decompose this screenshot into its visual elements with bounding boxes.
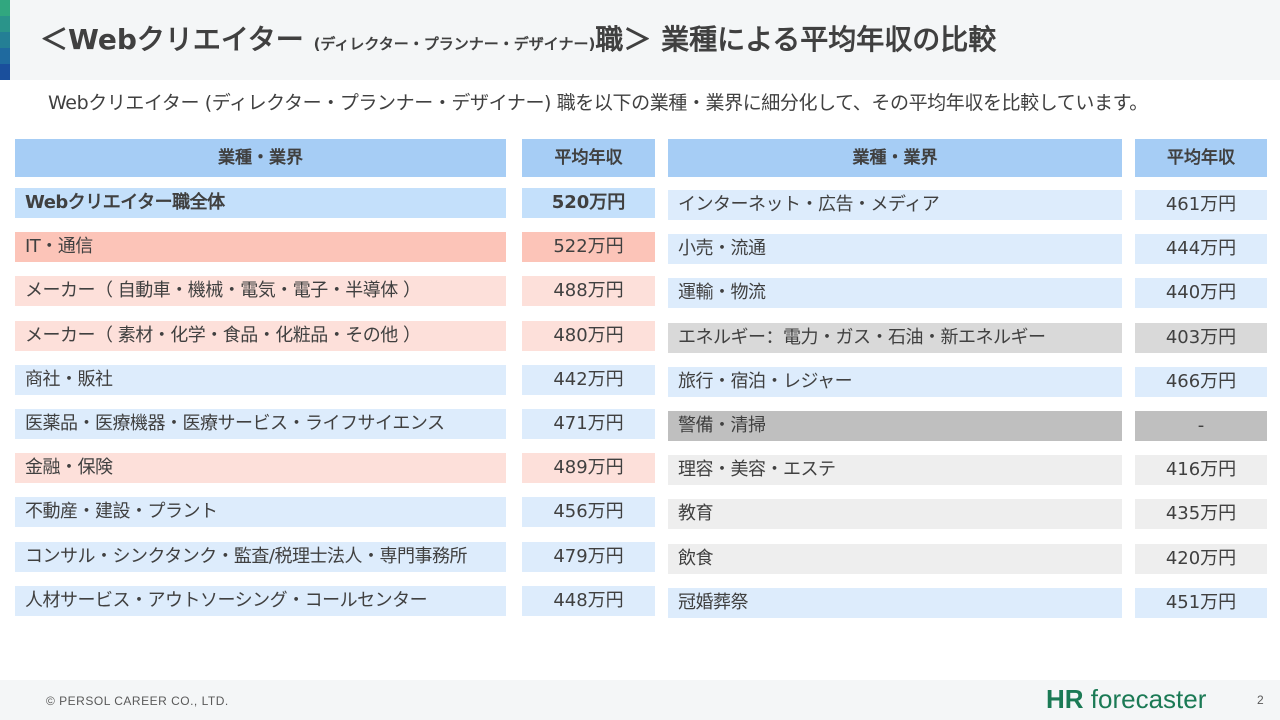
left-row-salary: 520万円 — [522, 188, 655, 218]
right-row-salary: 440万円 — [1135, 278, 1267, 308]
right-row-salary: 403万円 — [1135, 323, 1267, 353]
left-row-salary: 448万円 — [522, 586, 655, 616]
right-row-salary: - — [1135, 411, 1267, 441]
left-row-industry: 人材サービス・アウトソーシング・コールセンター — [15, 586, 506, 616]
left-header-salary: 平均年収 — [522, 139, 655, 177]
right-row-industry: 運輸・物流 — [668, 278, 1122, 308]
right-row-salary: 416万円 — [1135, 455, 1267, 485]
right-row-industry: 冠婚葬祭 — [668, 588, 1122, 618]
right-row-salary: 451万円 — [1135, 588, 1267, 618]
left-row-industry: 金融・保険 — [15, 453, 506, 483]
left-header-industry: 業種・業界 — [15, 139, 506, 177]
right-row-industry: 飲食 — [668, 544, 1122, 574]
left-row-industry: IT・通信 — [15, 232, 506, 262]
left-row-industry: 不動産・建設・プラント — [15, 497, 506, 527]
right-row-salary: 420万円 — [1135, 544, 1267, 574]
left-row-salary: 479万円 — [522, 542, 655, 572]
accent-stripe — [0, 0, 10, 80]
right-row-industry: 教育 — [668, 499, 1122, 529]
page-number: 2 — [1257, 693, 1264, 707]
right-row-salary: 444万円 — [1135, 234, 1267, 264]
right-row-salary: 435万円 — [1135, 499, 1267, 529]
right-row-industry: 旅行・宿泊・レジャー — [668, 367, 1122, 397]
left-row-salary: 480万円 — [522, 321, 655, 351]
left-row-salary: 522万円 — [522, 232, 655, 262]
left-row-salary: 456万円 — [522, 497, 655, 527]
copyright-text: © PERSOL CAREER CO., LTD. — [46, 694, 229, 708]
left-row-salary: 488万円 — [522, 276, 655, 306]
left-row-industry: コンサル・シンクタンク・監査/税理士法人・専門事務所 — [15, 542, 506, 572]
slide-footer: © PERSOL CAREER CO., LTD. HR forecaster … — [0, 680, 1280, 720]
hr-forecaster-logo: HR forecaster — [1046, 684, 1207, 714]
right-row-industry: エネルギー：電力・ガス・石油・新エネルギー — [668, 323, 1122, 353]
slide-subtitle: Webクリエイター (ディレクター・プランナー・デザイナー) 職を以下の業種・業… — [48, 92, 1148, 114]
right-row-industry: 小売・流通 — [668, 234, 1122, 264]
right-row-salary: 461万円 — [1135, 190, 1267, 220]
left-row-salary: 471万円 — [522, 409, 655, 439]
left-row-industry: 医薬品・医療機器・医療サービス・ライフサイエンス — [15, 409, 506, 439]
right-row-salary: 466万円 — [1135, 367, 1267, 397]
right-row-industry: 警備・清掃 — [668, 411, 1122, 441]
left-row-salary: 489万円 — [522, 453, 655, 483]
slide-header: ＜Webクリエイター (ディレクター・プランナー・デザイナー)職＞ 業種による平… — [0, 0, 1280, 80]
left-row-industry: メーカー（ 素材・化学・食品・化粧品・その他 ） — [15, 321, 506, 351]
left-row-industry: 商社・販社 — [15, 365, 506, 395]
right-row-industry: 理容・美容・エステ — [668, 455, 1122, 485]
right-row-industry: インターネット・広告・メディア — [668, 190, 1122, 220]
slide-title: ＜Webクリエイター (ディレクター・プランナー・デザイナー)職＞ 業種による平… — [40, 23, 997, 56]
left-row-industry: メーカー（ 自動車・機械・電気・電子・半導体 ） — [15, 276, 506, 306]
right-header-salary: 平均年収 — [1135, 139, 1267, 177]
left-row-salary: 442万円 — [522, 365, 655, 395]
left-row-industry: Webクリエイター職全体 — [15, 188, 506, 218]
right-header-industry: 業種・業界 — [668, 139, 1122, 177]
